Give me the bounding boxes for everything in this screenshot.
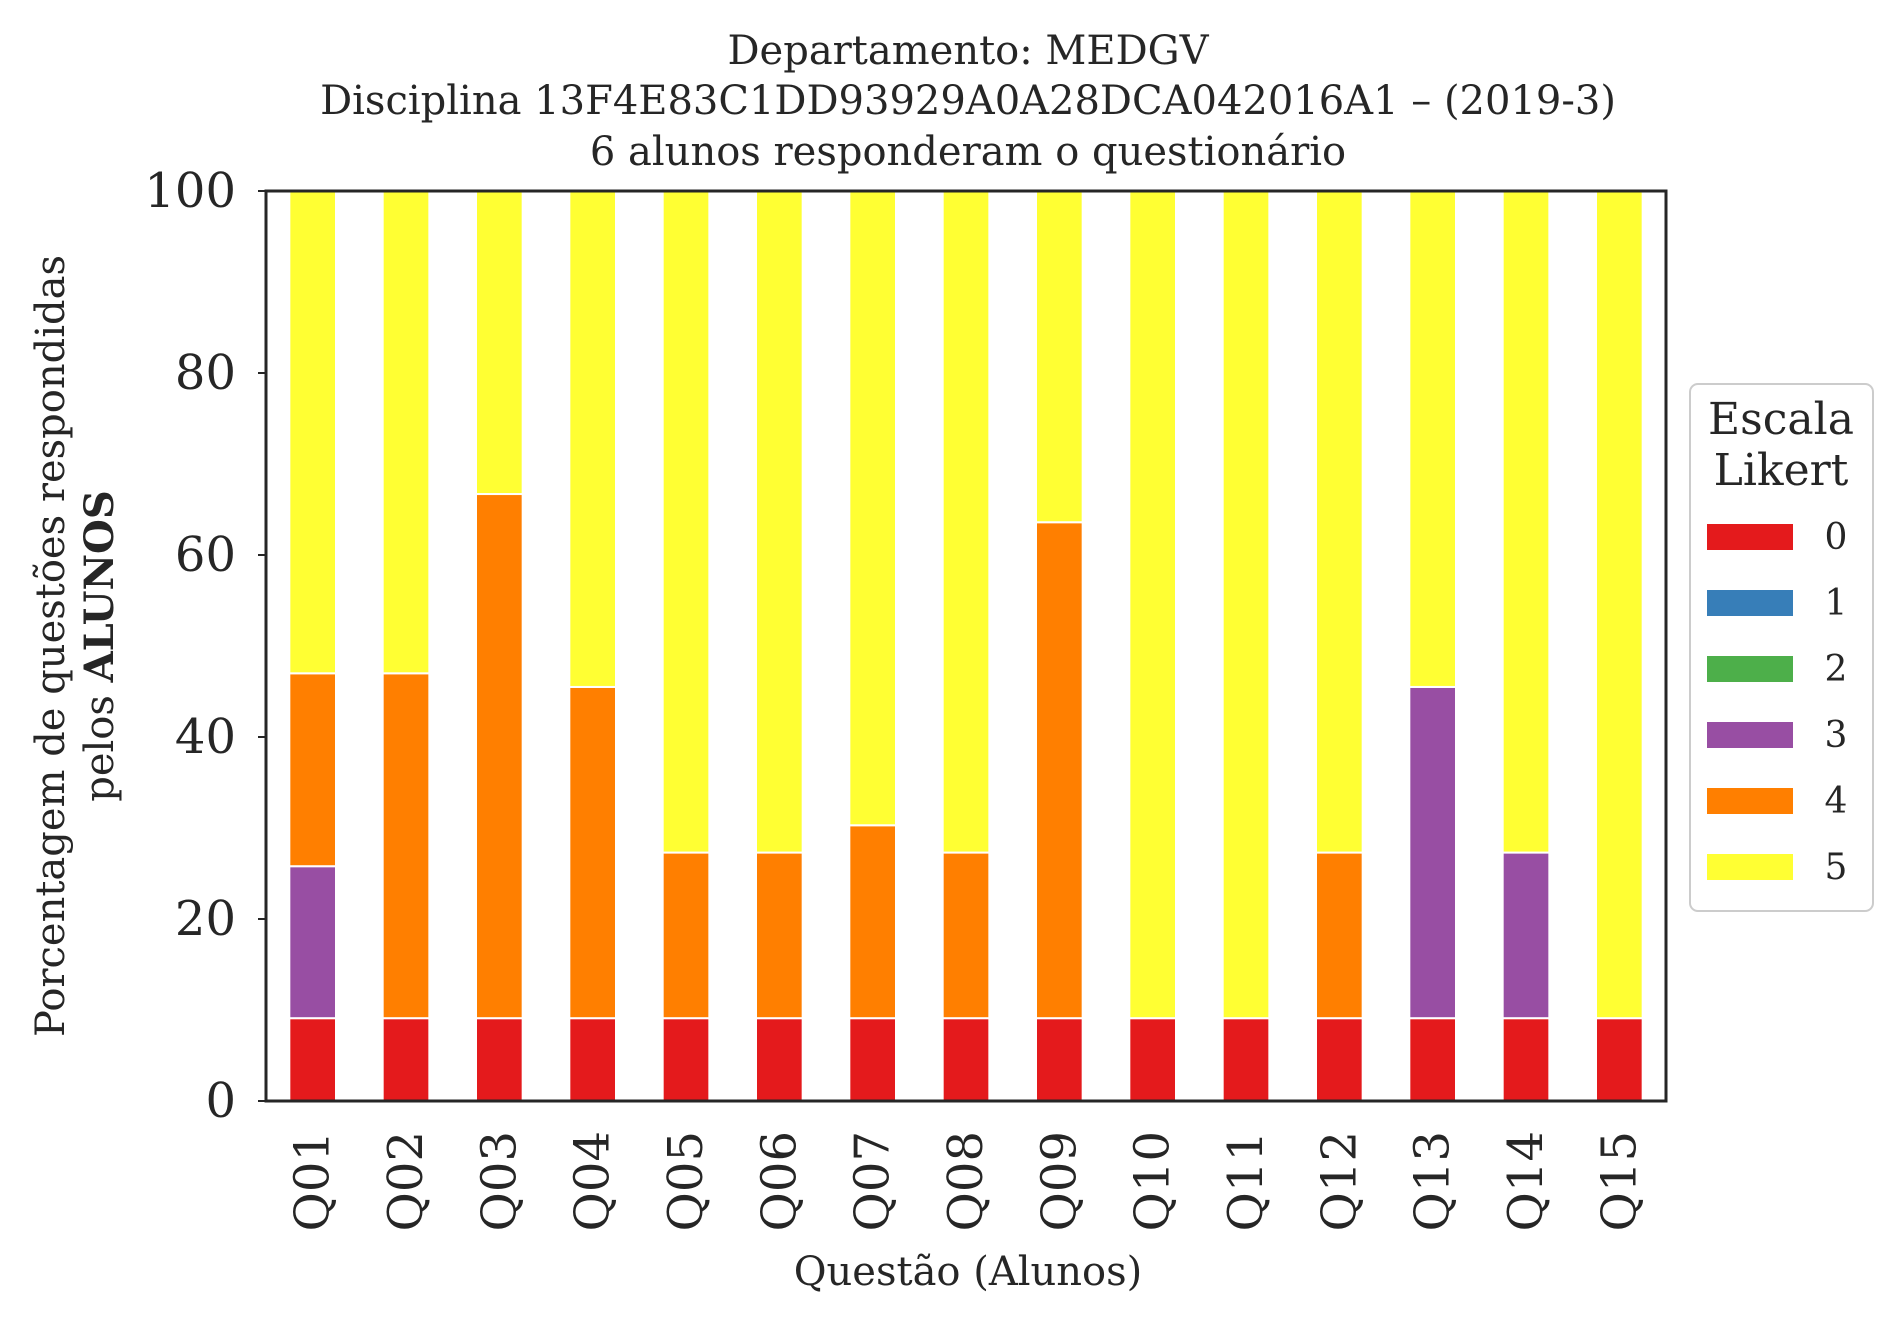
bar-Q03-likert-4 (475, 493, 524, 1020)
x-tick-label: Q12 (1311, 1131, 1367, 1231)
bar-Q04-likert-4 (568, 685, 618, 1020)
bar-Q06-likert-5 (755, 190, 804, 854)
bar-Q14-likert-0 (1501, 1017, 1551, 1102)
bar-Q12-likert-5 (1315, 190, 1364, 854)
bar-Q08-likert-0 (941, 1017, 991, 1102)
y-axis-title-line-2: pelos ALUNOS (76, 490, 123, 802)
legend-label-4: 4 (1825, 781, 1848, 822)
bar-Q05-likert-4 (661, 851, 711, 1020)
bar-Q09-likert-4 (1035, 521, 1084, 1020)
y-tick-label: 60 (175, 527, 236, 583)
bar-Q14-likert-3 (1501, 851, 1551, 1020)
bar-Q10-likert-5 (1128, 190, 1177, 1020)
x-tick-label: Q07 (845, 1131, 901, 1231)
x-tick-label: Q15 (1591, 1131, 1647, 1231)
bar-Q15-likert-0 (1595, 1017, 1644, 1102)
bar-Q15-likert-5 (1595, 190, 1644, 1020)
bar-Q07-likert-0 (848, 1017, 898, 1102)
bar-Q08-likert-5 (941, 190, 991, 854)
legend-swatch-1 (1707, 590, 1793, 616)
bar-Q10-likert-0 (1128, 1017, 1177, 1102)
y-tick-label: 40 (175, 709, 236, 765)
bar-Q02-likert-0 (381, 1017, 431, 1102)
chart-title-line-2: Disciplina 13F4E83C1DD93929A0A28DCA04201… (320, 78, 1616, 124)
legend-entries: 0 1 2 3 4 5 (1707, 517, 1847, 888)
y-tick-label: 0 (205, 1073, 236, 1129)
legend-title-line-1: Escala (1708, 394, 1854, 445)
x-tick-label: Q03 (471, 1131, 527, 1231)
bar-Q05-likert-5 (661, 190, 711, 854)
bar-Q03-likert-5 (475, 190, 524, 496)
bar-Q04-likert-5 (568, 190, 618, 688)
x-tick-label: Q10 (1125, 1131, 1181, 1231)
bar-Q12-likert-0 (1315, 1017, 1364, 1102)
y-axis-title: Porcentagem de questões respondidas pelo… (28, 255, 123, 1037)
bar-Q12-likert-4 (1315, 851, 1364, 1020)
plot-frame (264, 189, 1668, 1103)
x-axis-ticks: Q01 Q02 Q03 Q04 Q05 Q06 Q07 Q08 Q09 Q10 Q11 Q12 Q13 Q… (285, 1131, 1648, 1231)
x-tick-label: Q11 (1218, 1131, 1274, 1231)
bar-Q11-likert-0 (1221, 1017, 1271, 1102)
y-axis-title-line-1: Porcentagem de questões respondidas (28, 255, 74, 1037)
y-tick-label: 80 (175, 345, 236, 401)
x-tick-label: Q06 (751, 1131, 807, 1231)
x-tick-label: Q04 (565, 1131, 621, 1231)
bar-Q09-likert-5 (1035, 190, 1084, 524)
bars (288, 190, 1644, 1102)
bar-Q01-likert-5 (288, 190, 337, 675)
bar-Q13-likert-5 (1408, 190, 1457, 688)
x-tick-label: Q05 (658, 1131, 714, 1231)
x-tick-label: Q08 (938, 1131, 994, 1231)
legend-swatch-5 (1707, 854, 1793, 880)
legend-swatch-2 (1707, 656, 1793, 682)
bar-Q08-likert-4 (941, 851, 991, 1020)
bar-Q01-likert-0 (288, 1017, 337, 1102)
x-tick-label: Q02 (378, 1131, 434, 1231)
bar-Q02-likert-5 (381, 190, 431, 675)
legend-swatch-3 (1707, 722, 1793, 748)
legend: Escala Likert 0 1 2 3 4 5 (1689, 383, 1874, 912)
legend-label-0: 0 (1825, 517, 1848, 558)
bar-Q07-likert-5 (848, 190, 898, 827)
x-tick-label: Q13 (1405, 1131, 1461, 1231)
legend-swatch-0 (1707, 524, 1793, 550)
bar-Q09-likert-0 (1035, 1017, 1084, 1102)
y-tick-label: 20 (175, 891, 236, 947)
bar-Q13-likert-3 (1408, 685, 1457, 1020)
y-axis-ticks: 0 20 40 60 80 100 (144, 163, 266, 1129)
chart-title-line-3: 6 alunos responderam o questionário (590, 129, 1346, 175)
y-axis-title-prefix: pelos (77, 682, 123, 801)
bar-Q05-likert-0 (661, 1017, 711, 1102)
legend-label-5: 5 (1825, 847, 1848, 888)
legend-frame (1689, 383, 1874, 912)
bar-Q03-likert-0 (475, 1017, 524, 1102)
legend-label-2: 2 (1825, 649, 1848, 690)
legend-title-line-2: Likert (1714, 445, 1849, 496)
y-axis-title-bold: ALUNOS (76, 490, 123, 683)
bar-Q01-likert-4 (288, 672, 337, 868)
chart-title: Departamento: MEDGV Disciplina 13F4E83C1… (320, 28, 1616, 175)
x-tick-label: Q09 (1031, 1131, 1087, 1231)
bar-Q02-likert-4 (381, 672, 431, 1020)
bar-Q04-likert-0 (568, 1017, 618, 1102)
bar-Q13-likert-0 (1408, 1017, 1457, 1102)
x-tick-label: Q14 (1498, 1131, 1554, 1231)
legend-label-3: 3 (1825, 715, 1848, 756)
legend-label-1: 1 (1825, 583, 1848, 624)
bar-Q11-likert-5 (1221, 190, 1271, 1020)
bar-Q06-likert-4 (755, 851, 804, 1020)
chart-title-line-1: Departamento: MEDGV (727, 28, 1209, 74)
bar-Q07-likert-4 (848, 824, 898, 1020)
x-axis-title: Questão (Alunos) (794, 1249, 1143, 1295)
y-tick-label: 100 (144, 163, 236, 219)
bar-Q06-likert-0 (755, 1017, 804, 1102)
legend-swatch-4 (1707, 788, 1793, 814)
bar-Q01-likert-3 (288, 865, 337, 1020)
bar-Q14-likert-5 (1501, 190, 1551, 854)
x-tick-label: Q01 (285, 1131, 341, 1231)
